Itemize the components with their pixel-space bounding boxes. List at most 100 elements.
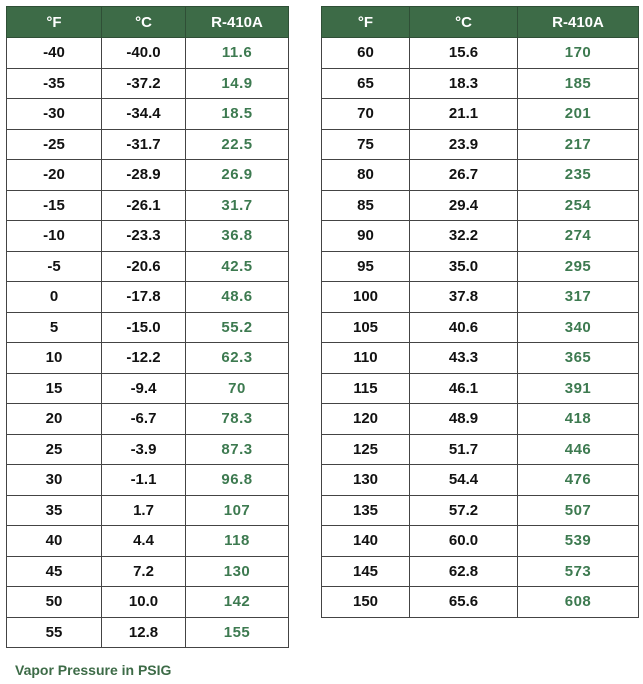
cell-pressure: 476 — [517, 464, 639, 496]
table-row: -20 -28.9 26.9 — [6, 159, 289, 191]
table-body: -40 -40.0 11.6 -35 -37.2 14.9 -30 -34.4 18.5 -25-… — [6, 37, 289, 648]
cell-pressure: 170 — [517, 37, 639, 69]
table-row: 125 51.7 446 — [321, 433, 639, 465]
header-r410a: R-410A — [517, 6, 639, 38]
cell-fahrenheit: 25 — [6, 433, 102, 465]
cell-fahrenheit: 40 — [6, 525, 102, 557]
table-row: 80 26.7 235 — [321, 159, 639, 191]
cell-fahrenheit: 90 — [321, 220, 410, 252]
cell-pressure: 14.9 — [185, 67, 289, 99]
cell-pressure: 18.5 — [185, 98, 289, 130]
cell-fahrenheit: 125 — [321, 433, 410, 465]
cell-fahrenheit: -40 — [6, 37, 102, 69]
cell-fahrenheit: -30 — [6, 98, 102, 130]
table-row: 10 -12.2 62.3 — [6, 342, 289, 374]
table-row: -15 -26.1 31.7 — [6, 189, 289, 221]
cell-pressure: 217 — [517, 128, 639, 160]
cell-pressure: 418 — [517, 403, 639, 435]
cell-fahrenheit: -35 — [6, 67, 102, 99]
cell-pressure: 87.3 — [185, 433, 289, 465]
cell-pressure: 107 — [185, 494, 289, 526]
cell-pressure: 70 — [185, 372, 289, 404]
table-row: 60 15.6 170 — [321, 37, 639, 69]
cell-fahrenheit: 85 — [321, 189, 410, 221]
cell-celsius: -31.7 — [101, 128, 186, 160]
table-row: 120 48.9 418 — [321, 403, 639, 435]
cell-celsius: 15.6 — [409, 37, 518, 69]
cell-fahrenheit: 115 — [321, 372, 410, 404]
header-r410a: R-410A — [185, 6, 289, 38]
table-row: 110 43.3 365 — [321, 342, 639, 374]
table-row: 65 18.3 185 — [321, 67, 639, 99]
cell-pressure: 185 — [517, 67, 639, 99]
cell-pressure: 201 — [517, 98, 639, 130]
cell-celsius: -26.1 — [101, 189, 186, 221]
cell-pressure: 539 — [517, 525, 639, 557]
cell-celsius: -15.0 — [101, 311, 186, 343]
cell-fahrenheit: -10 — [6, 220, 102, 252]
cell-celsius: 21.1 — [409, 98, 518, 130]
table-body: 60 15.6 170 65 18.3 185 70 21.1 201 75 23.9 217 80 26… — [321, 37, 639, 618]
table-row: 25 -3.9 87.3 — [6, 433, 289, 465]
cell-pressure: 391 — [517, 372, 639, 404]
header-row: °F °C R-410A — [6, 6, 289, 38]
cell-fahrenheit: 130 — [321, 464, 410, 496]
cell-pressure: 365 — [517, 342, 639, 374]
cell-celsius: 43.3 — [409, 342, 518, 374]
cell-celsius: 37.8 — [409, 281, 518, 313]
table-row: 90 32.2 274 — [321, 220, 639, 252]
table-row: 55 12.8 155 — [6, 616, 289, 648]
cell-pressure: 11.6 — [185, 37, 289, 69]
cell-celsius: 62.8 — [409, 555, 518, 587]
table-row: -25 -31.7 22.5 — [6, 128, 289, 160]
cell-fahrenheit: -20 — [6, 159, 102, 191]
cell-celsius: -9.4 — [101, 372, 186, 404]
cell-celsius: 57.2 — [409, 494, 518, 526]
table-row: -10 -23.3 36.8 — [6, 220, 289, 252]
cell-celsius: 40.6 — [409, 311, 518, 343]
cell-celsius: 46.1 — [409, 372, 518, 404]
cell-fahrenheit: 145 — [321, 555, 410, 587]
cell-fahrenheit: 120 — [321, 403, 410, 435]
cell-pressure: 235 — [517, 159, 639, 191]
cell-pressure: 62.3 — [185, 342, 289, 374]
cell-fahrenheit: 15 — [6, 372, 102, 404]
header-fahrenheit: °F — [6, 6, 102, 38]
cell-pressure: 22.5 — [185, 128, 289, 160]
cell-fahrenheit: 30 — [6, 464, 102, 496]
cell-fahrenheit: -5 — [6, 250, 102, 282]
cell-pressure: 96.8 — [185, 464, 289, 496]
cell-fahrenheit: 55 — [6, 616, 102, 648]
header-celsius: °C — [409, 6, 518, 38]
table-row: 95 35.0 295 — [321, 250, 639, 282]
cell-pressure: 55.2 — [185, 311, 289, 343]
pt-chart-table-left: °F °C R-410A -40 -40.0 11.6 -35 -37.2 14.9 -30… — [6, 6, 289, 648]
cell-pressure: 26.9 — [185, 159, 289, 191]
cell-pressure: 446 — [517, 433, 639, 465]
table-row: 100 37.8 317 — [321, 281, 639, 313]
cell-pressure: 608 — [517, 586, 639, 618]
cell-fahrenheit: 50 — [6, 586, 102, 618]
cell-celsius: -20.6 — [101, 250, 186, 282]
table-row: 15 -9.4 70 — [6, 372, 289, 404]
cell-pressure: 48.6 — [185, 281, 289, 313]
cell-pressure: 317 — [517, 281, 639, 313]
table-row: -35 -37.2 14.9 — [6, 67, 289, 99]
table-row: 70 21.1 201 — [321, 98, 639, 130]
cell-celsius: 29.4 — [409, 189, 518, 221]
cell-fahrenheit: 65 — [321, 67, 410, 99]
table-row: 30 -1.1 96.8 — [6, 464, 289, 496]
cell-celsius: -6.7 — [101, 403, 186, 435]
cell-celsius: 10.0 — [101, 586, 186, 618]
cell-fahrenheit: 35 — [6, 494, 102, 526]
cell-celsius: -34.4 — [101, 98, 186, 130]
table-row: 105 40.6 340 — [321, 311, 639, 343]
cell-celsius: -17.8 — [101, 281, 186, 313]
cell-fahrenheit: 140 — [321, 525, 410, 557]
cell-fahrenheit: 95 — [321, 250, 410, 282]
cell-pressure: 507 — [517, 494, 639, 526]
table-row: 0 -17.8 48.6 — [6, 281, 289, 313]
cell-celsius: 18.3 — [409, 67, 518, 99]
pt-chart-table-right: °F °C R-410A 60 15.6 170 65 18.3 185 70 21.1 201… — [321, 6, 639, 618]
table-row: -30 -34.4 18.5 — [6, 98, 289, 130]
